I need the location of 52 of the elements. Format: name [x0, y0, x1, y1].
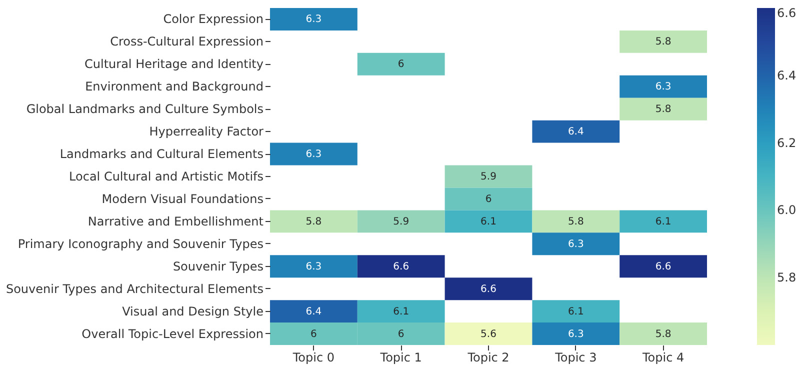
- data-label: 6.1: [393, 306, 410, 318]
- data-label: 5.6: [480, 328, 496, 340]
- data-label: 5.8: [655, 36, 672, 48]
- y-tick-label: Hyperreality Factor: [149, 124, 264, 139]
- y-tick-label: Souvenir Types and Architectural Elements: [6, 282, 264, 296]
- data-label: 6.6: [393, 261, 410, 272]
- data-label: 6.3: [306, 14, 322, 26]
- data-label: 6.4: [306, 306, 322, 318]
- y-tick-label: Color Expression: [163, 12, 264, 26]
- x-tick-label: Topic 1: [379, 350, 422, 364]
- y-tick-label: Souvenir Types: [172, 259, 264, 274]
- x-tick-label: Topic 4: [641, 350, 684, 364]
- data-label: 6.3: [568, 238, 584, 250]
- color-bar-label: 6.4: [777, 68, 796, 82]
- data-label: 6.3: [655, 82, 672, 93]
- data-label: 6.6: [480, 284, 496, 295]
- data-label: 5.8: [655, 328, 672, 340]
- data-label: 6: [398, 59, 404, 70]
- y-tick-label: Overall Topic-Level Expression: [82, 326, 264, 341]
- data-label: 6.4: [568, 126, 584, 138]
- data-label: 6.3: [306, 261, 322, 272]
- y-tick-label: Cultural Heritage and Identity: [84, 57, 264, 72]
- x-tick-label: Topic 3: [554, 350, 597, 364]
- x-tick-label: Topic 0: [292, 350, 335, 364]
- data-label: 6: [485, 194, 492, 205]
- data-label: 6.1: [655, 216, 672, 228]
- data-label: 5.8: [306, 216, 322, 228]
- data-label: 6.1: [480, 216, 496, 228]
- data-label: 6.3: [306, 149, 322, 160]
- data-label: 5.9: [480, 172, 496, 182]
- data-label: 6: [398, 328, 404, 340]
- y-tick-label: Visual and Design Style: [122, 304, 264, 318]
- data-label: 5.8: [655, 104, 672, 116]
- y-tick-label: Cross-Cultural Expression: [110, 34, 264, 49]
- color-bar-label: 6.6: [777, 6, 796, 20]
- data-label: 6.1: [568, 306, 584, 318]
- y-tick-label: Global Landmarks and Culture Symbols: [26, 102, 264, 116]
- color-bar-label: 6.0: [777, 203, 796, 218]
- data-label: 5.8: [568, 216, 584, 228]
- y-tick-label: Narrative and Embellishment: [88, 214, 264, 228]
- y-tick-label: Primary Iconography and Souvenir Types: [18, 236, 264, 251]
- y-tick-label: Local Cultural and Artistic Motifs: [69, 170, 264, 184]
- data-label: 5.9: [393, 216, 410, 228]
- y-tick-label: Environment and Background: [85, 80, 264, 94]
- data-label: 6: [310, 328, 317, 340]
- color-bar-label: 6.2: [777, 136, 796, 150]
- color-bar-label: 5.8: [777, 270, 796, 285]
- y-tick-label: Landmarks and Cultural Elements: [60, 147, 264, 162]
- data-label: 6.6: [655, 261, 672, 272]
- x-tick-label: Topic 2: [466, 350, 510, 364]
- y-tick-label: Modern Visual Foundations: [102, 192, 264, 206]
- data-label: 6.3: [568, 328, 584, 340]
